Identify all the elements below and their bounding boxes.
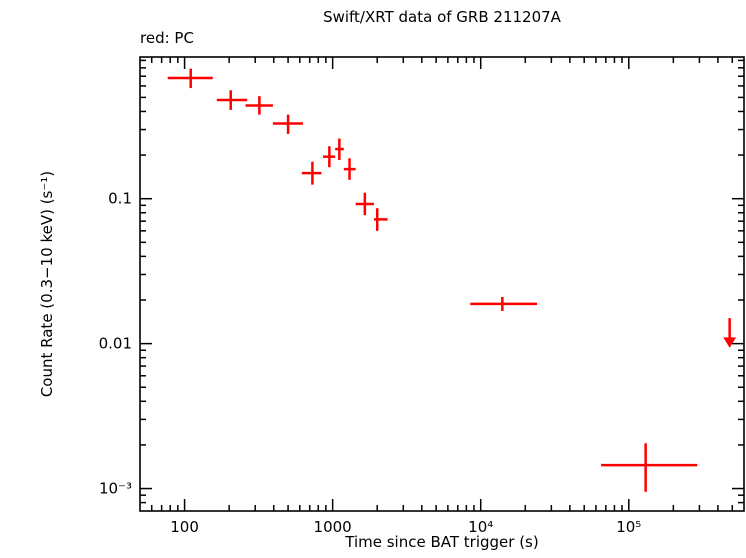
y-tick-label: 0.1: [108, 190, 132, 208]
y-axis-label: Count Rate (0.3−10 keV) (s⁻¹): [38, 170, 56, 398]
upper-limit-arrowhead: [723, 337, 737, 348]
x-tick-label: 100: [170, 518, 199, 536]
y-tick-label: 0.01: [99, 335, 132, 353]
mode-label: red: PC: [140, 29, 194, 47]
y-tick-label: 10⁻³: [99, 480, 132, 498]
x-tick-label: 1000: [314, 518, 352, 536]
x-tick-label: 10⁴: [468, 518, 493, 536]
chart-title: Swift/XRT data of GRB 211207A: [323, 8, 561, 26]
x-tick-label: 10⁵: [616, 518, 641, 536]
plot-frame: [139, 56, 745, 512]
x-axis-label: Time since BAT trigger (s): [345, 533, 539, 551]
